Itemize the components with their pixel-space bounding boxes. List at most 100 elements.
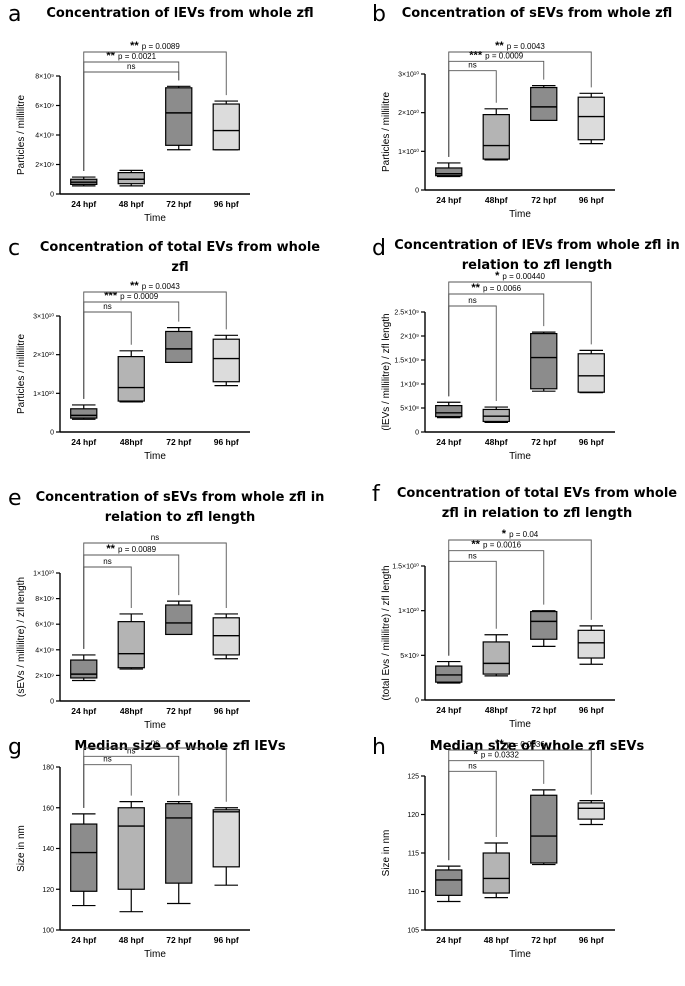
box-plot: 105 110 115 120 125 24 hpf 48 hpf 72 hpf 96 hpf T… xyxy=(381,738,615,960)
y-tick-label: 4×10⁹ xyxy=(35,647,54,654)
box xyxy=(482,634,510,677)
x-axis-label: Time xyxy=(509,209,531,220)
y-tick-label: 6×10⁹ xyxy=(35,103,54,110)
x-tick-label: 96 hpf xyxy=(214,706,239,716)
x-tick-label: 72 hpf xyxy=(166,935,191,945)
box-plot: 100 120 140 160 180 24 hpf 48 hpf 72 hpf 96 hpf T… xyxy=(16,738,250,960)
p-value: p = 0.00440 xyxy=(502,272,545,281)
box xyxy=(530,610,558,648)
y-tick-label: 0 xyxy=(50,430,54,437)
iqr-box xyxy=(70,408,98,419)
p-value: ns xyxy=(127,746,135,755)
significance-label: ** p = 0.0021 xyxy=(106,50,156,62)
iqr-box xyxy=(117,621,145,669)
x-tick-label: 48 hpf xyxy=(119,199,144,209)
significance-label: ns xyxy=(103,755,111,764)
y-tick-label: 120 xyxy=(407,812,419,819)
x-tick-label: 72 hpf xyxy=(166,437,191,447)
y-tick-label: 1.5×10⁹ xyxy=(394,358,419,365)
y-axis-label: (lEVs / millilitre) / zfl length xyxy=(381,313,392,430)
chart-title: Concentration of sEVs from whole zfl in … xyxy=(35,490,325,525)
x-tick-label: 48hpf xyxy=(120,706,143,716)
box xyxy=(212,807,240,886)
significance-label: ** p = 0.0043 xyxy=(495,40,545,52)
box xyxy=(530,331,558,392)
p-value: p = 0.0089 xyxy=(118,545,157,554)
box xyxy=(117,801,145,913)
x-tick-label: 24 hpf xyxy=(436,935,461,945)
box-plot: 0 2×10⁹ 4×10⁹ 6×10⁹ 8×10⁹ 24 hpf 48 hpf 72 hpf 9… xyxy=(16,40,250,224)
significance-label: ns xyxy=(468,551,476,560)
x-tick-label: 24 hpf xyxy=(71,935,96,945)
box-plot: 0 5×10⁸ 1×10⁹ 1.5×10⁹ 2×10⁹ 2.5×10⁹ 24 hpf 48hp… xyxy=(381,270,615,462)
y-tick-label: 1×10¹⁰ xyxy=(398,148,419,156)
y-tick-label: 125 xyxy=(407,774,419,781)
significance-bracket: ** p = 0.0043 xyxy=(83,280,227,399)
panel-label: f xyxy=(372,482,380,507)
p-value: ns xyxy=(151,738,159,747)
significance-label: ** p = 0.0036 xyxy=(495,738,545,750)
p-value: p = 0.0036 xyxy=(507,740,546,749)
bracket-line xyxy=(448,539,592,656)
iqr-box xyxy=(70,823,98,892)
box xyxy=(70,654,98,682)
significance-label: ** p = 0.0089 xyxy=(106,543,156,555)
iqr-box xyxy=(70,659,98,679)
significance-label: ** p = 0.0066 xyxy=(471,282,521,294)
p-value: ns xyxy=(103,557,111,566)
box-plot: 0 1×10¹⁰ 2×10¹⁰ 3×10¹⁰ 24 hpf 48hpf 72 hpf 96 h… xyxy=(381,40,615,220)
box xyxy=(212,334,240,387)
significance-label: ** p = 0.0043 xyxy=(130,280,180,292)
box xyxy=(165,85,193,151)
significance-bracket: ** p = 0.0036 xyxy=(448,738,592,861)
chart-title: Concentration of lEVs from whole zfl xyxy=(46,6,314,21)
y-tick-label: 0 xyxy=(50,192,54,199)
iqr-box xyxy=(530,610,558,640)
significance-label: ns xyxy=(127,62,135,71)
y-tick-label: 4×10⁹ xyxy=(35,133,54,140)
significance-label: * p = 0.00440 xyxy=(495,270,545,282)
box xyxy=(212,100,240,151)
p-value: p = 0.0009 xyxy=(485,51,524,60)
significance-label: ** p = 0.0016 xyxy=(471,539,521,551)
panel-label: b xyxy=(372,2,386,27)
y-tick-label: 100 xyxy=(42,928,54,935)
bracket-line xyxy=(83,61,180,172)
y-tick-label: 8×10⁹ xyxy=(35,74,54,81)
significance-bracket: ns xyxy=(83,533,227,649)
p-value: p = 0.04 xyxy=(509,530,539,539)
significance-stars: ** xyxy=(495,40,507,52)
y-tick-label: 2×10⁹ xyxy=(35,162,54,169)
bracket-line xyxy=(83,71,180,172)
bracket-line xyxy=(448,281,592,397)
significance-bracket: ns xyxy=(83,62,180,172)
p-value: ns xyxy=(468,761,476,770)
significance-label: ns xyxy=(468,296,476,305)
p-value: p = 0.0009 xyxy=(120,292,159,301)
significance-bracket: ns xyxy=(448,761,497,861)
x-axis-label: Time xyxy=(144,213,166,224)
x-tick-label: 48hpf xyxy=(485,705,508,715)
x-tick-label: 96 hpf xyxy=(579,705,604,715)
significance-label: ns xyxy=(103,302,111,311)
bracket-line xyxy=(448,749,592,861)
box xyxy=(117,613,145,670)
box xyxy=(482,842,510,899)
y-tick-label: 5×10⁹ xyxy=(400,653,419,660)
iqr-box xyxy=(482,852,510,894)
iqr-box xyxy=(577,629,605,659)
iqr-box xyxy=(435,404,463,418)
y-tick-label: 105 xyxy=(407,928,419,935)
significance-stars: ** xyxy=(130,40,142,52)
box xyxy=(577,625,605,665)
y-tick-label: 3×10¹⁰ xyxy=(33,313,54,321)
bracket-line xyxy=(448,305,497,402)
y-tick-label: 110 xyxy=(408,889,419,896)
bracket-line xyxy=(448,770,497,861)
x-axis-label: Time xyxy=(509,719,531,730)
box xyxy=(435,162,463,178)
x-axis-label: Time xyxy=(509,451,531,462)
significance-bracket: ns xyxy=(83,738,227,808)
x-tick-label: 24 hpf xyxy=(436,437,461,447)
y-axis-label: (total Evs / millilitre) / zfl length xyxy=(381,565,392,700)
